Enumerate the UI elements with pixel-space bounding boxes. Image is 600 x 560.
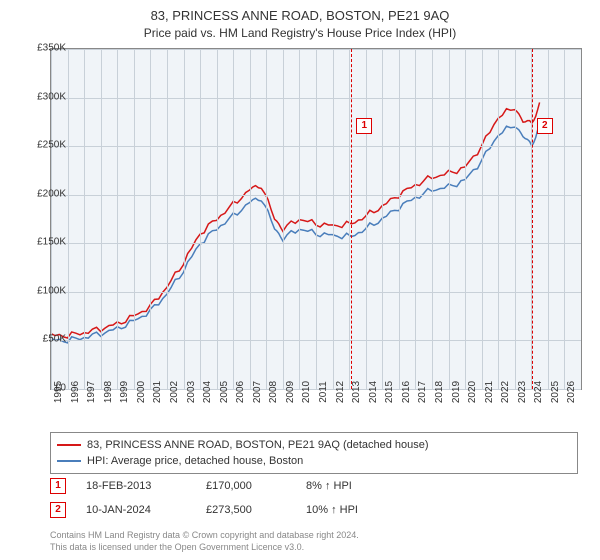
x-tick-label: 2006 <box>235 381 246 403</box>
x-tick-label: 2025 <box>550 381 561 403</box>
x-tick-label: 2002 <box>169 381 180 403</box>
y-tick-label: £250K <box>26 140 66 151</box>
x-tick-label: 2020 <box>467 381 478 403</box>
y-tick-label: £350K <box>26 43 66 54</box>
x-tick-label: 2010 <box>301 381 312 403</box>
x-tick-label: 2004 <box>202 381 213 403</box>
sale-date-1: 18-FEB-2013 <box>86 480 206 492</box>
sale-price-2: £273,500 <box>206 504 306 516</box>
x-tick-label: 2009 <box>285 381 296 403</box>
sale-delta-2: 10% ↑ HPI <box>306 504 406 516</box>
x-tick-label: 2007 <box>252 381 263 403</box>
x-tick-label: 2008 <box>268 381 279 403</box>
sale-row-2: 2 10-JAN-2024 £273,500 10% ↑ HPI <box>50 502 578 518</box>
footer-text: Contains HM Land Registry data © Crown c… <box>50 530 359 553</box>
x-tick-label: 2005 <box>219 381 230 403</box>
x-tick-label: 1998 <box>103 381 114 403</box>
x-tick-label: 1997 <box>86 381 97 403</box>
y-tick-label: £100K <box>26 285 66 296</box>
x-tick-label: 2024 <box>533 381 544 403</box>
x-tick-label: 2019 <box>451 381 462 403</box>
chart-subtitle: Price paid vs. HM Land Registry's House … <box>0 23 600 40</box>
footer-line-1: Contains HM Land Registry data © Crown c… <box>50 530 359 542</box>
x-tick-label: 1995 <box>53 381 64 403</box>
x-tick-label: 2011 <box>318 381 329 403</box>
sale-delta-1: 8% ↑ HPI <box>306 480 406 492</box>
y-tick-label: £300K <box>26 91 66 102</box>
legend-row-2: HPI: Average price, detached house, Bost… <box>57 453 571 469</box>
sale-marker-2: 2 <box>50 502 66 518</box>
series-line <box>51 122 540 343</box>
legend-label-2: HPI: Average price, detached house, Bost… <box>87 455 303 467</box>
sale-price-1: £170,000 <box>206 480 306 492</box>
x-tick-label: 2015 <box>384 381 395 403</box>
y-tick-label: £50K <box>26 334 66 345</box>
x-tick-label: 1996 <box>70 381 81 403</box>
legend-swatch-2 <box>57 460 81 462</box>
legend-row-1: 83, PRINCESS ANNE ROAD, BOSTON, PE21 9AQ… <box>57 437 571 453</box>
plot-area <box>50 48 582 390</box>
x-tick-label: 2017 <box>417 381 428 403</box>
x-tick-label: 1999 <box>119 381 130 403</box>
x-tick-label: 2016 <box>401 381 412 403</box>
x-tick-label: 2021 <box>484 381 495 403</box>
x-tick-label: 2003 <box>186 381 197 403</box>
chart-container: 83, PRINCESS ANNE ROAD, BOSTON, PE21 9AQ… <box>0 0 600 560</box>
chart-title: 83, PRINCESS ANNE ROAD, BOSTON, PE21 9AQ <box>0 0 600 23</box>
x-tick-label: 2023 <box>517 381 528 403</box>
series-line <box>51 102 540 338</box>
x-tick-label: 2026 <box>566 381 577 403</box>
x-tick-label: 2014 <box>368 381 379 403</box>
chart-marker: 2 <box>537 118 553 134</box>
sale-date-2: 10-JAN-2024 <box>86 504 206 516</box>
sale-marker-1: 1 <box>50 478 66 494</box>
legend: 83, PRINCESS ANNE ROAD, BOSTON, PE21 9AQ… <box>50 432 578 474</box>
y-tick-label: £150K <box>26 237 66 248</box>
x-tick-label: 2001 <box>152 381 163 403</box>
x-tick-label: 2013 <box>351 381 362 403</box>
legend-swatch-1 <box>57 444 81 446</box>
x-tick-label: 2022 <box>500 381 511 403</box>
y-tick-label: £200K <box>26 188 66 199</box>
x-tick-label: 2018 <box>434 381 445 403</box>
footer-line-2: This data is licensed under the Open Gov… <box>50 542 359 554</box>
legend-label-1: 83, PRINCESS ANNE ROAD, BOSTON, PE21 9AQ… <box>87 439 429 451</box>
x-tick-label: 2000 <box>136 381 147 403</box>
sale-row-1: 1 18-FEB-2013 £170,000 8% ↑ HPI <box>50 478 578 494</box>
x-tick-label: 2012 <box>335 381 346 403</box>
chart-marker: 1 <box>356 118 372 134</box>
